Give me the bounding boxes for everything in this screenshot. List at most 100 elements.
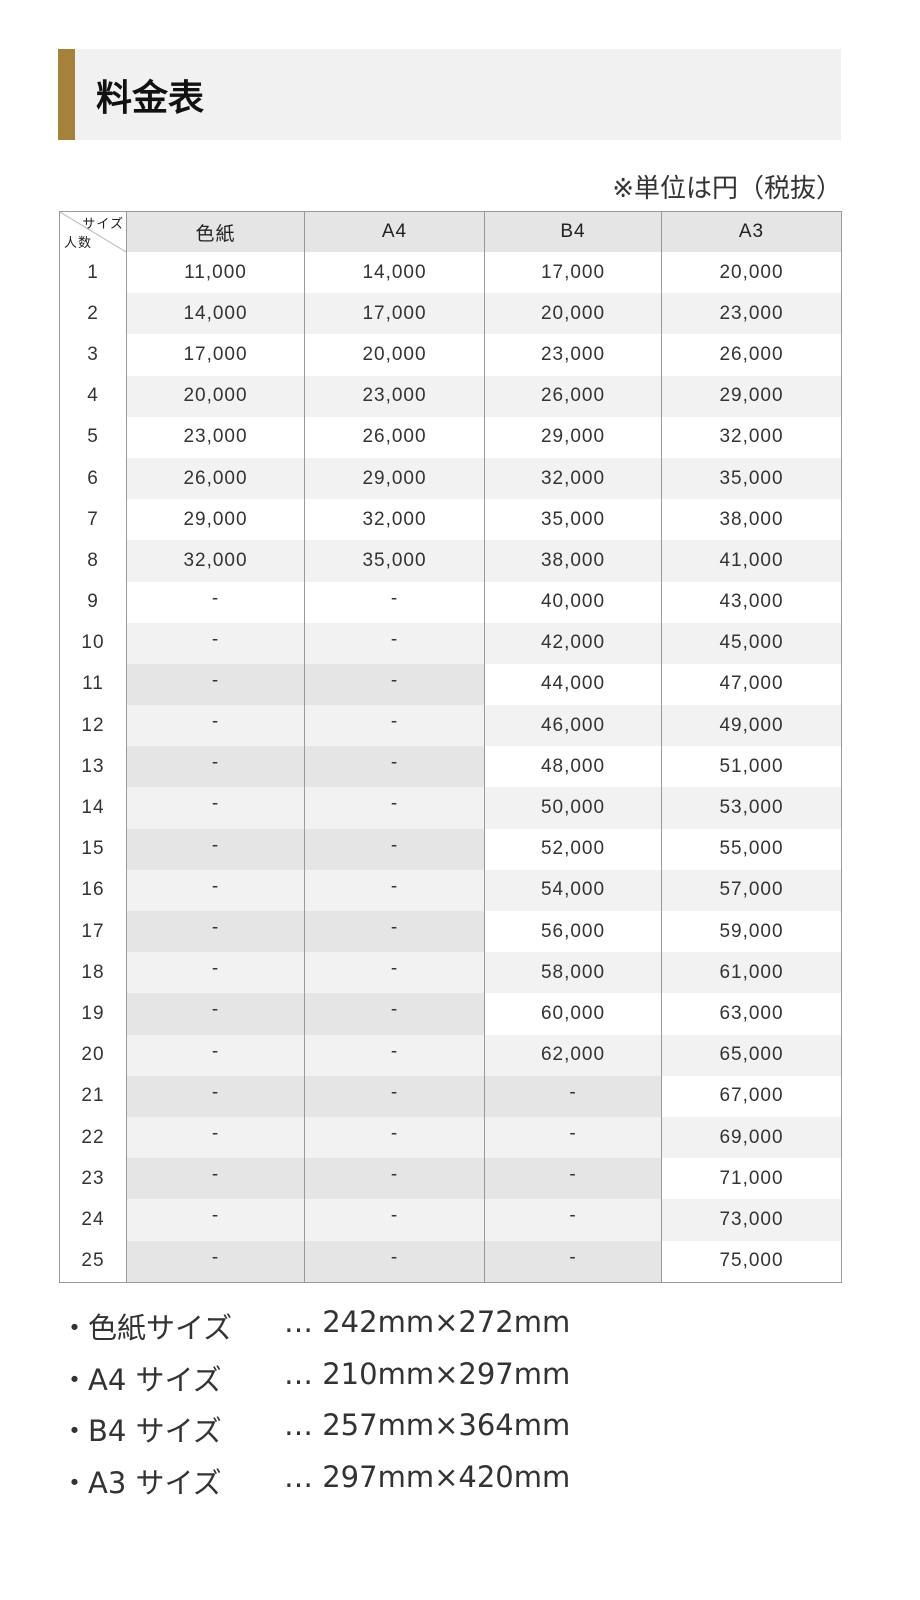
table-row: 11- -44,000 47,000 [59,663,842,706]
price-cell: - [304,911,485,953]
price-cell: 52,000 [484,828,662,870]
price-cell: - [126,1034,305,1076]
size-note: ・ A3 サイズ … 297mm×420mm [60,1460,570,1512]
corner-top-label: サイズ [82,216,124,231]
row-count-cell: 17 [59,911,127,953]
note-value: … 257mm×364mm [284,1408,571,1442]
price-cell: - [304,828,485,870]
row-count-cell: 24 [59,1199,127,1241]
table-row: 6 26,000 29,000 32,000 35,000 [59,457,842,500]
unit-note: ※単位は円（税抜） [612,174,842,204]
price-cell: 14,000 [304,252,485,294]
note-value: … 242mm×272mm [284,1305,571,1339]
table-row: 15- -52,000 55,000 [59,828,842,870]
price-cell: 32,000 [304,499,485,541]
column-header: B4 [484,211,662,252]
price-cell: 51,000 [661,746,842,788]
price-cell: 43,000 [661,581,842,623]
price-cell: 49,000 [661,705,842,747]
price-cell: 55,000 [661,828,842,870]
price-cell: 23,000 [304,375,485,417]
row-count-cell: 12 [59,705,127,747]
price-cell: - [126,787,305,829]
price-cell: 26,000 [484,375,662,417]
price-cell: - [304,787,485,829]
table-row: 16- -54,000 57,000 [59,869,842,911]
price-cell: - [304,1034,485,1076]
price-cell: - [484,1240,662,1283]
column-header: A4 [304,211,485,252]
row-count-cell: 11 [59,663,127,706]
price-cell: - [126,581,305,623]
price-table: サイズ 人数 色紙 A4 B4 A3 1 11,000 14,000 17,000 20… [59,211,842,1283]
price-cell: 44,000 [484,663,662,706]
price-cell: 35,000 [304,540,485,582]
price-cell: 75,000 [661,1240,842,1283]
price-cell: 65,000 [661,1034,842,1076]
table-row: 19- -60,000 63,000 [59,993,842,1035]
note-bullet: ・ [60,1414,90,1448]
row-count-cell: 15 [59,828,127,870]
note-value: … 210mm×297mm [284,1356,571,1391]
price-cell: 20,000 [126,375,305,417]
price-cell: - [484,1199,662,1241]
row-count-cell: 9 [59,581,127,623]
price-cell: 26,000 [304,416,485,458]
table-row: 8 32,000 35,000 38,000 41,000 [59,540,842,582]
price-cell: - [126,663,305,706]
price-cell: 38,000 [661,499,842,541]
price-cell: 69,000 [661,1116,842,1159]
table-row: 25- - -75,000 [59,1240,842,1283]
column-header: A3 [661,211,842,252]
price-cell: 29,000 [126,499,305,541]
table-row: 12- -46,000 49,000 [59,705,842,747]
note-bullet: ・ [60,1362,90,1397]
table-row: 22- - -69,000 [59,1116,842,1159]
price-cell: - [126,1199,305,1241]
price-cell: - [126,952,305,994]
price-cell: - [126,746,305,788]
row-count-cell: 7 [59,499,127,541]
price-cell: 32,000 [126,540,305,582]
table-row: 10- -42,000 45,000 [59,622,842,664]
price-cell: - [304,1158,485,1200]
table-row: 4 20,000 23,000 26,000 29,000 [59,375,842,417]
table-row: 2 14,000 17,000 20,000 23,000 [59,293,842,335]
table-row: 17- -56,000 59,000 [59,911,842,953]
price-cell: 63,000 [661,993,842,1035]
table-row: 3 17,000 20,000 23,000 26,000 [59,334,842,376]
size-notes: ・色紙サイズ… 242mm×272mm ・ A4 サイズ… 210mm×297mm ・… [60,1305,570,1511]
price-cell: - [304,705,485,747]
price-cell: 59,000 [661,911,842,953]
table-row: 18- -58,000 61,000 [59,952,842,994]
row-count-cell: 2 [59,293,127,335]
price-cell: 29,000 [661,375,842,417]
price-cell: 50,000 [484,787,662,829]
note-label: 色紙サイズ [88,1311,233,1345]
row-count-cell: 14 [59,787,127,829]
row-count-cell: 8 [59,540,127,582]
note-label: A3 サイズ [88,1465,222,1500]
price-cell: - [126,622,305,664]
price-cell: - [304,1240,485,1283]
price-cell: 20,000 [484,293,662,335]
price-cell: 61,000 [661,952,842,994]
price-cell: - [484,1116,662,1159]
price-cell: 29,000 [484,416,662,458]
price-cell: - [304,581,485,623]
table-header-row: サイズ 人数 色紙 A4 B4 A3 [59,211,842,252]
row-count-cell: 13 [59,746,127,788]
price-cell: 23,000 [484,334,662,376]
price-cell: 26,000 [661,334,842,376]
price-cell: 38,000 [484,540,662,582]
price-cell: 54,000 [484,869,662,911]
table-row: 20- -62,000 65,000 [59,1034,842,1076]
price-cell: 17,000 [484,252,662,294]
size-note: ・色紙サイズ … 242mm×272mm [60,1305,570,1357]
price-cell: - [304,746,485,788]
price-cell: - [126,993,305,1035]
price-cell: 56,000 [484,911,662,953]
row-count-cell: 4 [59,375,127,417]
price-cell: - [304,1116,485,1159]
price-cell: - [304,993,485,1035]
